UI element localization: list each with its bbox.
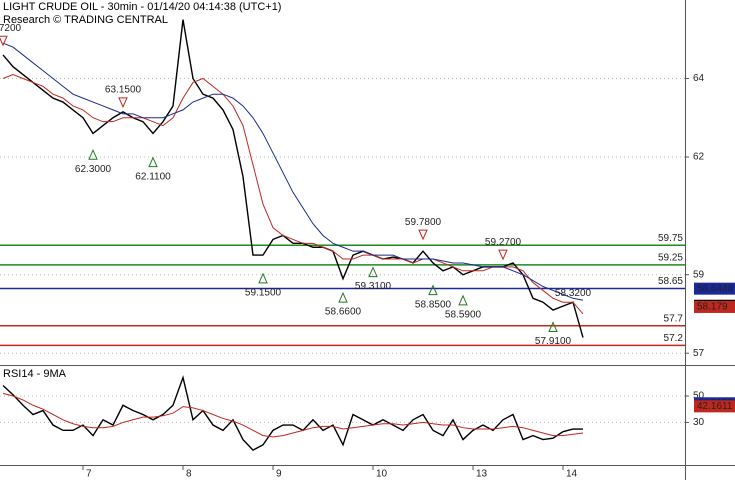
annotation-label: 59.7800 — [405, 217, 442, 228]
trough-marker — [428, 284, 438, 296]
level-label: 57.2 — [664, 333, 684, 344]
annotation-label: 59.1500 — [245, 287, 282, 298]
trough-marker — [88, 148, 98, 160]
y-tick-label: 50 — [693, 391, 705, 402]
y-tick-label: 64 — [693, 73, 705, 84]
annotation-label: 58.5900 — [445, 309, 482, 320]
annotation-label: 62.1100 — [135, 171, 171, 182]
annotation-label: 59.3100 — [355, 281, 392, 292]
series-line — [2, 392, 584, 438]
series-line — [2, 42, 584, 301]
price-tag-label: 58.6448 — [697, 283, 734, 294]
price-tag — [694, 400, 735, 413]
series-line — [2, 74, 584, 315]
rsi-title: RSI14 - 9MA — [3, 368, 67, 380]
peak-marker — [418, 229, 428, 241]
annotation-label: 62.3000 — [75, 164, 112, 175]
y-tick-label: 57 — [693, 348, 705, 359]
peak-marker — [0, 35, 8, 47]
x-tick-label: 13 — [476, 469, 488, 480]
y-tick-label: 59 — [693, 269, 705, 280]
price-tag — [694, 300, 735, 313]
level-label: 57.7 — [664, 313, 684, 324]
annotation-label: 58.6600 — [325, 307, 362, 318]
y-tick-label: 30 — [693, 417, 705, 428]
x-tick-label: 10 — [376, 469, 388, 480]
price-tag — [694, 282, 735, 295]
annotation-label: 63.1500 — [105, 84, 142, 95]
annotation-label: 58.8500 — [415, 299, 452, 310]
trough-marker — [548, 321, 558, 333]
x-tick-label: 14 — [566, 469, 578, 480]
chart-title: LIGHT CRUDE OIL - 30min - 01/14/20 04:14… — [3, 1, 281, 13]
price-tag-label: 58.179 — [697, 302, 728, 313]
trough-marker — [338, 291, 348, 303]
level-label: 58.65 — [658, 276, 683, 287]
annotation-label: 59.2700 — [485, 237, 522, 248]
x-tick-label: 9 — [276, 469, 282, 480]
peak-marker — [118, 97, 128, 109]
peak-marker — [498, 249, 508, 261]
annotation-label: 58.3200 — [555, 288, 592, 299]
series-line — [2, 375, 583, 451]
x-tick-label: 8 — [186, 469, 192, 480]
trough-marker — [368, 266, 378, 278]
annotation-label: 64.7200 — [0, 23, 22, 34]
trough-marker — [458, 294, 468, 306]
level-label: 59.25 — [658, 253, 683, 264]
trough-marker — [148, 156, 158, 168]
trough-marker — [258, 272, 268, 284]
y-tick-label: 62 — [693, 152, 705, 163]
x-tick-label: 7 — [86, 469, 92, 480]
chart-subtitle: Research © TRADING CENTRAL — [3, 14, 168, 26]
annotation-label: 57.9100 — [535, 336, 572, 347]
level-label: 59.75 — [658, 233, 683, 244]
price-tag-label: 42.1611 — [697, 401, 733, 412]
